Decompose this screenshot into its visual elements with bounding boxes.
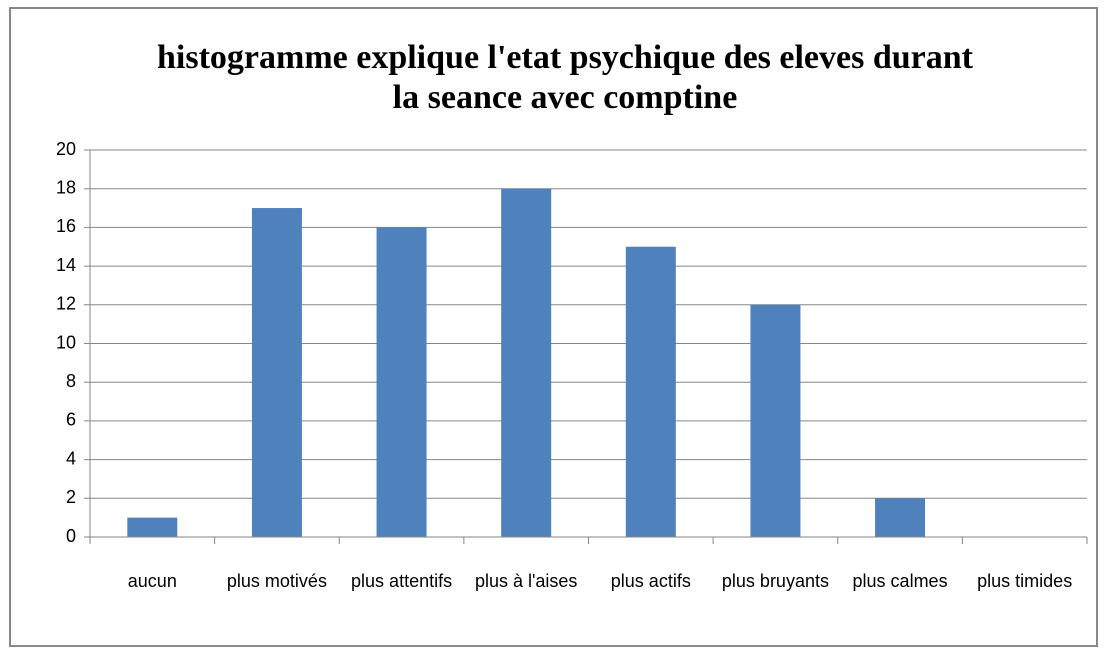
chart-border [9, 7, 1098, 647]
x-tick-label: plus attentifs [351, 571, 453, 591]
bar [376, 227, 427, 537]
bar [501, 188, 552, 537]
y-tick-label: 14 [56, 255, 76, 275]
bar [127, 517, 178, 537]
y-tick-label: 20 [56, 139, 76, 159]
y-tick-label: 16 [56, 216, 76, 236]
chart-title: histogramme explique l'etat psychique de… [157, 39, 973, 116]
bar [750, 304, 801, 537]
y-tick-label: 6 [66, 410, 76, 430]
bar [251, 208, 302, 538]
bar [625, 246, 676, 537]
bar [875, 498, 926, 537]
y-tick-label: 10 [56, 332, 76, 352]
x-tick-label: plus à l'aises [474, 571, 578, 591]
x-tick-label: plus calmes [852, 571, 948, 591]
y-tick-label: 18 [56, 177, 76, 197]
y-tick-label: 8 [66, 371, 76, 391]
y-tick-label: 2 [66, 487, 76, 507]
x-tick-label: plus actifs [610, 571, 691, 591]
x-tick-label: plus motivés [226, 571, 327, 591]
x-tick-label: plus timides [977, 571, 1073, 591]
y-tick-label: 0 [66, 526, 76, 546]
x-tick-label: plus bruyants [721, 571, 829, 591]
y-tick-label: 4 [66, 448, 76, 468]
x-tick-label: aucun [127, 571, 177, 591]
y-tick-label: 12 [56, 294, 76, 314]
